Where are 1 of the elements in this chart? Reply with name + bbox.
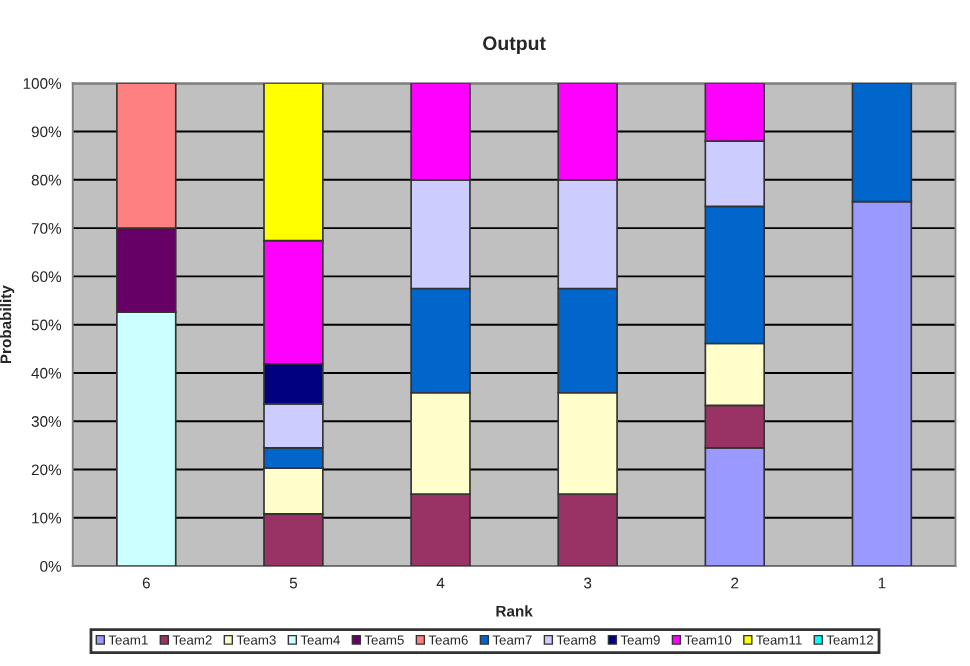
chart-title: Output <box>483 36 546 54</box>
